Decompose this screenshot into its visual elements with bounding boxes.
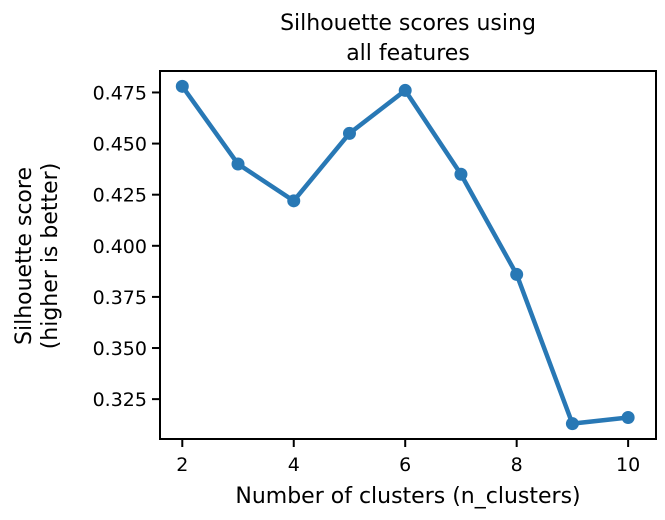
x-tick-label: 4 [288, 454, 300, 476]
y-tick-label: 0.425 [93, 185, 147, 207]
y-tick-label: 0.400 [93, 236, 147, 258]
y-tick-label: 0.375 [93, 287, 147, 309]
y-axis-label-line-1: Silhouette score [12, 167, 37, 345]
data-point [621, 411, 635, 425]
data-point [231, 157, 245, 171]
chart-title-line-2: all features [346, 41, 470, 66]
x-tick-label: 2 [176, 454, 188, 476]
data-point [287, 194, 301, 208]
y-tick-label: 0.350 [93, 338, 147, 360]
data-point [454, 167, 468, 181]
x-tick-label: 8 [511, 454, 523, 476]
plot-frame [159, 70, 657, 440]
x-axis-label: Number of clusters (n_clusters) [235, 484, 580, 509]
data-point [342, 126, 356, 140]
series-line [180, 84, 631, 426]
y-tick-label: 0.450 [93, 134, 147, 156]
data-point [175, 79, 189, 93]
data-point [398, 83, 412, 97]
x-tick-label: 10 [616, 454, 640, 476]
plot-area: 2 4 6 8 10 0.325 0.350 0.375 0.400 0.425 0.450 0.47… [93, 70, 657, 476]
y-tick-label: 0.325 [93, 389, 147, 411]
data-point [565, 417, 579, 431]
data-point [510, 267, 524, 281]
chart-title-line-1: Silhouette scores using [280, 11, 536, 36]
y-axis-label-line-2: (higher is better) [38, 163, 63, 350]
x-tick-label: 6 [399, 454, 411, 476]
y-tick-label: 0.475 [93, 82, 147, 104]
